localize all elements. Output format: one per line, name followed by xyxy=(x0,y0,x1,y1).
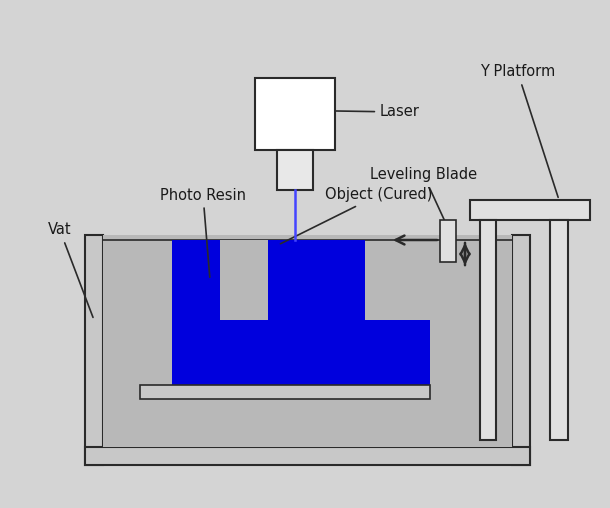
Text: Laser: Laser xyxy=(302,105,420,119)
Bar xyxy=(172,320,430,385)
Bar xyxy=(140,385,430,399)
Bar xyxy=(103,235,512,447)
Text: Vat: Vat xyxy=(48,223,93,318)
Bar xyxy=(85,447,530,465)
Bar xyxy=(440,220,456,262)
Bar xyxy=(172,240,220,385)
Bar xyxy=(268,240,365,385)
Bar xyxy=(277,150,313,190)
Bar xyxy=(480,220,496,440)
Bar xyxy=(470,200,590,220)
Text: Y Platform: Y Platform xyxy=(480,65,558,197)
Text: Leveling Blade: Leveling Blade xyxy=(370,168,477,226)
Bar xyxy=(220,240,268,320)
Bar xyxy=(255,78,335,150)
Bar xyxy=(512,235,530,465)
Text: Photo Resin: Photo Resin xyxy=(160,187,246,277)
Text: Object (Cured): Object (Cured) xyxy=(281,187,432,244)
Bar xyxy=(550,220,568,440)
Bar xyxy=(85,235,103,465)
